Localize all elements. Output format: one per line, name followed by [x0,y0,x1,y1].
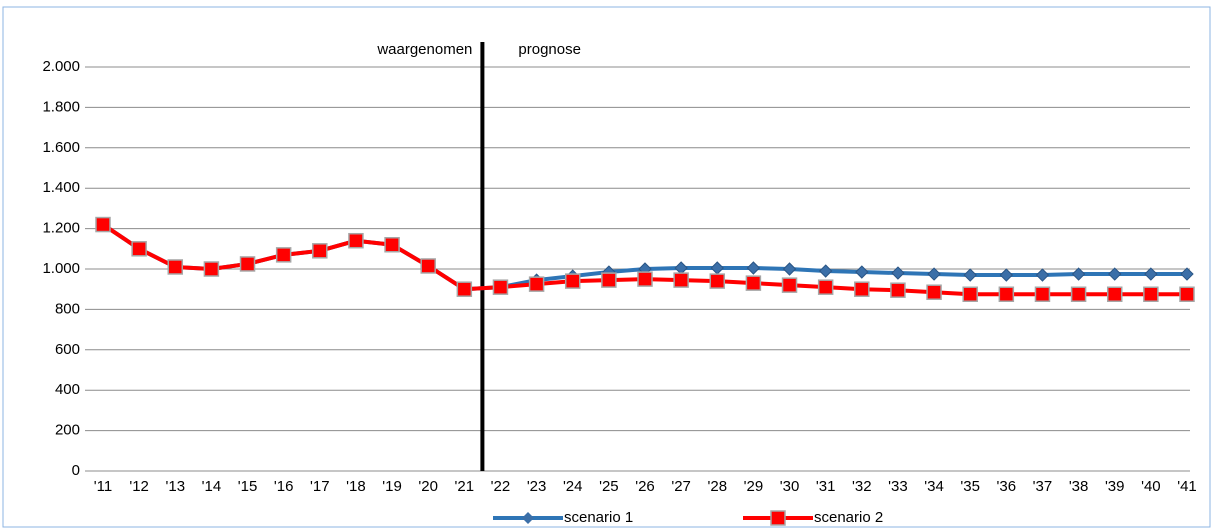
y-tick-label: 1.600 [42,139,80,156]
legend-label: scenario 1 [564,509,633,526]
point-marker [203,261,220,277]
point-marker [781,277,798,293]
point-marker [312,243,328,259]
x-tick-label: '17 [310,478,330,495]
point-marker [637,271,653,287]
x-tick-label: '18 [346,478,366,495]
point-marker [384,237,400,253]
legend-label: scenario 2 [814,509,883,526]
x-tick-label: '27 [671,478,691,495]
point-marker [601,272,617,288]
x-tick-label: '12 [129,478,149,495]
x-tick-label: '15 [238,478,258,495]
x-tick-label: '21 [455,478,475,495]
point-marker [1143,286,1159,302]
y-tick-label: 1.200 [42,220,80,237]
x-tick-label: '16 [274,478,294,495]
x-tick-label: '23 [527,478,547,495]
x-tick-label: '30 [780,478,800,495]
point-marker [818,264,833,278]
point-marker [1179,286,1195,302]
point-marker [1071,267,1086,281]
y-tick-label: 600 [55,341,80,358]
x-tick-label: '13 [165,478,185,495]
point-marker [854,281,870,297]
point-marker [963,268,977,282]
y-tick-label: 1.400 [42,179,80,196]
y-tick-label: 200 [55,422,80,439]
point-marker [962,286,978,302]
legend-marker [770,510,786,526]
point-marker [1070,286,1087,302]
x-tick-label: '37 [1033,478,1053,495]
point-marker [1144,267,1158,281]
y-tick-label: 400 [55,381,80,398]
x-tick-label: '19 [382,478,402,495]
y-tick-label: 800 [55,300,80,317]
point-marker [420,258,436,274]
x-tick-label: '14 [202,478,222,495]
annotation: prognose [518,41,581,58]
x-tick-label: '28 [707,478,727,495]
point-marker [1108,267,1122,281]
x-tick-label: '20 [418,478,438,495]
point-marker [673,272,689,288]
point-marker [890,282,906,298]
point-marker [998,286,1015,302]
point-marker [1180,267,1194,281]
x-tick-label: '33 [888,478,908,495]
point-marker [1035,268,1050,282]
point-marker [999,268,1014,282]
point-marker [275,247,292,263]
x-tick-label: '36 [997,478,1017,495]
point-marker [745,275,762,291]
y-tick-label: 1.800 [42,98,80,115]
x-tick-label: '26 [635,478,655,495]
x-tick-label: '11 [94,478,112,495]
point-marker [167,259,184,275]
point-marker [891,266,905,280]
point-marker [492,279,509,295]
point-marker [927,267,941,281]
point-marker [709,273,726,289]
x-tick-label: '32 [852,478,872,495]
point-marker [239,256,256,272]
point-marker [782,262,797,276]
annotation: waargenomen [376,41,472,58]
x-tick-label: '38 [1069,478,1089,495]
point-marker [746,261,761,275]
point-marker [1106,286,1123,302]
y-tick-label: 0 [72,462,80,479]
point-marker [456,281,473,297]
x-tick-label: '34 [924,478,944,495]
x-tick-label: '40 [1141,478,1161,495]
point-marker [348,232,364,249]
x-tick-label: '29 [744,478,764,495]
x-tick-label: '22 [491,478,511,495]
point-marker [564,273,581,289]
point-marker [817,279,834,295]
x-tick-label: '35 [960,478,980,495]
x-tick-label: '31 [816,478,836,495]
point-marker [131,241,147,257]
x-tick-label: '41 [1177,478,1197,495]
x-tick-label: '24 [563,478,583,495]
x-tick-label: '25 [599,478,619,495]
legend-marker [522,512,534,524]
point-marker [95,216,111,233]
point-marker [926,284,942,300]
point-marker [528,276,545,292]
x-tick-label: '39 [1105,478,1125,495]
point-marker [855,265,869,279]
y-tick-label: 2.000 [42,58,80,75]
point-marker [1034,286,1051,302]
y-tick-label: 1.000 [42,260,80,277]
